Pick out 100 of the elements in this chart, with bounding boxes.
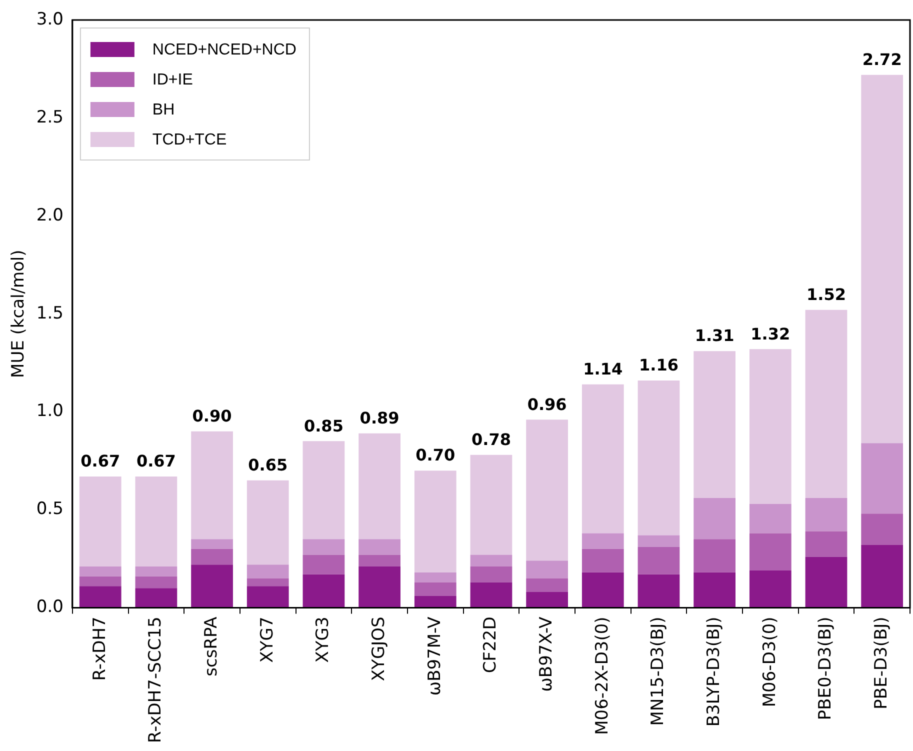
bar — [582, 572, 624, 608]
bar — [805, 310, 848, 498]
bar — [749, 533, 792, 570]
x-tick-label: scsRPA — [201, 616, 222, 676]
legend-label: ID+IE — [152, 71, 193, 88]
bar — [694, 572, 736, 608]
bar — [805, 556, 848, 608]
total-label: 1.52 — [806, 285, 846, 304]
total-label: 0.70 — [416, 446, 456, 465]
x-tick-label: M06-2X-D3(0) — [592, 616, 612, 735]
bar — [414, 582, 456, 596]
bar — [526, 420, 568, 561]
bar — [638, 574, 680, 608]
total-label: 0.89 — [360, 408, 400, 428]
bar — [191, 564, 233, 608]
bar — [526, 560, 568, 578]
x-tick-label: PBE0-D3(BJ) — [816, 616, 836, 720]
bar — [694, 351, 736, 498]
x-tick-label: ωB97M-V — [424, 616, 445, 696]
bar — [191, 539, 233, 549]
bar — [302, 539, 345, 555]
y-tick-label: 2.5 — [36, 107, 64, 128]
bar — [135, 576, 178, 588]
total-label: 0.67 — [80, 452, 120, 471]
bar — [861, 514, 904, 546]
bar — [582, 384, 624, 534]
bar — [470, 454, 512, 555]
total-label: 1.31 — [694, 326, 734, 346]
bar — [638, 535, 680, 547]
x-tick-label: B3LYP-D3(BJ) — [704, 616, 724, 727]
bar — [694, 539, 736, 572]
bar — [191, 548, 233, 565]
bar — [470, 554, 512, 567]
bar — [135, 476, 178, 567]
bar — [526, 578, 568, 592]
bar — [135, 588, 178, 608]
y-tick-label: 2.0 — [36, 205, 64, 226]
bar — [79, 476, 122, 567]
bar — [749, 504, 792, 534]
bar — [805, 498, 848, 532]
bar — [749, 570, 792, 608]
total-label: 0.85 — [304, 416, 344, 436]
total-label: 0.65 — [248, 456, 288, 475]
bar — [358, 554, 400, 567]
bar — [79, 586, 122, 608]
y-tick-label: 1.0 — [36, 401, 64, 422]
bar — [246, 564, 289, 578]
bar — [246, 480, 289, 565]
x-tick-label: XYGJOS — [368, 616, 389, 682]
y-tick-label: 1.5 — [36, 303, 64, 324]
total-label: 2.72 — [862, 50, 902, 70]
bar — [694, 498, 736, 540]
bar — [582, 548, 624, 572]
total-label: 1.32 — [750, 324, 790, 344]
bar — [358, 433, 400, 540]
legend-label: BH — [152, 101, 175, 118]
bar — [79, 566, 122, 576]
bar — [861, 545, 904, 608]
bar — [79, 576, 122, 586]
bar — [302, 574, 345, 608]
bar — [638, 380, 680, 536]
bar — [414, 596, 456, 608]
bar — [302, 441, 345, 540]
x-tick-label: PBE-D3(BJ) — [872, 616, 892, 710]
bar — [414, 572, 456, 582]
bar — [526, 592, 568, 608]
bar — [246, 578, 289, 586]
bar — [470, 566, 512, 582]
bar — [638, 546, 680, 574]
bar — [302, 554, 345, 574]
legend-label: TCD+TCE — [152, 131, 227, 148]
legend-label: NCED+NCED+NCD — [152, 41, 296, 58]
x-tick-label: CF22D — [480, 616, 501, 674]
x-tick-label: XYG3 — [313, 616, 334, 663]
bar — [358, 539, 400, 555]
x-tick-label: XYG7 — [257, 616, 278, 663]
total-label: 1.14 — [583, 360, 623, 379]
total-label: 0.78 — [471, 430, 511, 450]
bar — [805, 531, 848, 557]
y-tick-label: 0.5 — [36, 499, 64, 520]
y-tick-label: 3.0 — [36, 9, 64, 30]
bar — [191, 431, 233, 540]
total-label: 0.90 — [192, 406, 232, 426]
total-label: 0.67 — [136, 452, 176, 471]
bar — [861, 443, 904, 514]
total-label: 0.96 — [527, 394, 567, 414]
bar — [135, 566, 178, 576]
x-tick-label: ωB97X-V — [536, 616, 556, 692]
total-label: 1.16 — [638, 356, 678, 375]
bar — [582, 533, 624, 549]
bar — [358, 566, 400, 608]
x-tick-label: R-xDH7-SCC15 — [146, 616, 166, 744]
y-tick-label: 0.0 — [36, 597, 64, 618]
x-tick-label: MN15-D3(BJ) — [648, 616, 668, 726]
bar — [749, 349, 792, 504]
y-axis-title: MUE (kcal/mol) — [8, 250, 29, 378]
bar — [861, 74, 904, 444]
bar — [414, 470, 456, 572]
bar — [470, 582, 512, 608]
bar — [246, 586, 289, 608]
